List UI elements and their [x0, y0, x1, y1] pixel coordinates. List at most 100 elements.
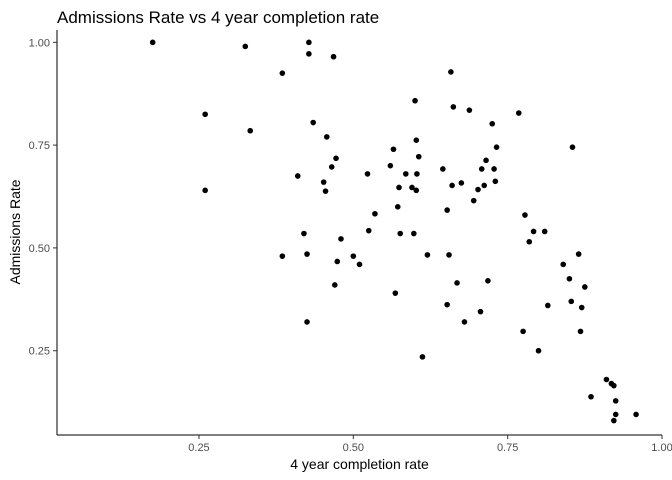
data-point — [304, 319, 310, 325]
data-point — [611, 417, 617, 424]
data-point — [612, 398, 619, 404]
data-point — [575, 251, 582, 257]
data-point — [560, 261, 567, 268]
data-point — [577, 328, 584, 335]
data-point — [328, 164, 335, 170]
y-axis-ticks: 0.25 0.50 0.75 1.00 — [29, 37, 57, 358]
data-point — [403, 171, 409, 177]
data-point — [485, 278, 491, 284]
data-point — [365, 227, 372, 234]
data-point — [481, 182, 488, 189]
data-point — [306, 39, 312, 46]
data-point — [475, 186, 481, 193]
data-point — [330, 53, 337, 60]
data-point — [320, 179, 327, 185]
data-point — [247, 127, 254, 134]
data-point — [444, 301, 450, 308]
data-points — [149, 39, 639, 424]
data-point — [364, 171, 371, 177]
data-point — [202, 187, 208, 194]
data-point — [396, 184, 402, 191]
y-tick-label: 0.50 — [29, 243, 50, 255]
data-point — [332, 282, 338, 288]
data-point — [413, 137, 420, 143]
data-point — [491, 166, 497, 172]
data-point — [478, 166, 485, 172]
data-point — [522, 212, 528, 218]
data-point — [415, 153, 422, 160]
data-point — [530, 228, 537, 235]
data-point — [448, 69, 454, 75]
data-point — [483, 157, 489, 164]
data-point — [392, 290, 399, 296]
data-point — [515, 110, 522, 116]
data-point — [446, 252, 452, 258]
data-point — [535, 347, 542, 354]
data-point — [149, 39, 156, 46]
data-point — [461, 319, 468, 325]
data-point — [202, 111, 208, 118]
y-tick-label: 0.25 — [29, 346, 50, 358]
x-axis-ticks: 0.25 0.50 0.75 1.00 — [188, 435, 672, 454]
data-point — [394, 204, 401, 210]
y-tick-label: 1.00 — [29, 37, 50, 49]
data-point — [603, 376, 610, 383]
data-point — [242, 43, 249, 50]
data-point — [413, 187, 420, 194]
data-point — [356, 261, 363, 268]
data-point — [440, 166, 446, 172]
data-point — [322, 188, 329, 194]
data-point — [582, 284, 588, 290]
data-point — [390, 146, 397, 153]
data-point — [541, 228, 548, 235]
data-point — [397, 230, 404, 237]
data-point — [323, 134, 330, 140]
data-point — [470, 197, 477, 204]
data-point — [544, 302, 551, 309]
x-tick-label: 1.00 — [651, 442, 672, 454]
data-point — [450, 104, 457, 110]
x-tick-label: 0.50 — [343, 442, 364, 454]
data-point — [414, 171, 420, 177]
data-point — [568, 298, 575, 305]
data-point — [489, 120, 496, 127]
x-axis-title: 4 year completion rate — [290, 456, 429, 472]
data-point — [409, 184, 415, 191]
data-point — [454, 280, 460, 286]
chart-title: Admissions Rate vs 4 year completion rat… — [57, 8, 379, 27]
data-point — [588, 393, 594, 400]
data-point — [306, 51, 312, 57]
data-point — [279, 70, 286, 76]
data-point — [424, 252, 431, 258]
data-point — [611, 382, 617, 389]
data-point — [419, 354, 426, 360]
x-tick-label: 0.25 — [188, 442, 209, 454]
data-point — [294, 173, 301, 179]
data-point — [493, 144, 500, 150]
data-point — [333, 155, 339, 162]
data-point — [569, 144, 576, 150]
data-point — [310, 119, 316, 126]
data-point — [466, 107, 473, 113]
data-point — [301, 230, 307, 237]
data-point — [526, 238, 533, 245]
data-point — [492, 178, 499, 185]
data-point — [520, 328, 526, 335]
data-point — [334, 258, 341, 265]
data-point — [372, 210, 378, 217]
data-point — [458, 180, 465, 186]
data-point — [477, 308, 484, 315]
data-point — [566, 275, 573, 282]
data-point — [304, 251, 310, 257]
y-axis-title: Admissions Rate — [7, 179, 23, 284]
data-point — [350, 253, 357, 259]
y-tick-label: 0.75 — [29, 140, 50, 152]
data-point — [411, 230, 417, 237]
data-point — [387, 162, 394, 169]
data-point — [444, 207, 450, 213]
data-point — [633, 411, 639, 418]
data-point — [338, 236, 344, 242]
data-point — [612, 411, 619, 418]
data-point — [279, 253, 286, 259]
